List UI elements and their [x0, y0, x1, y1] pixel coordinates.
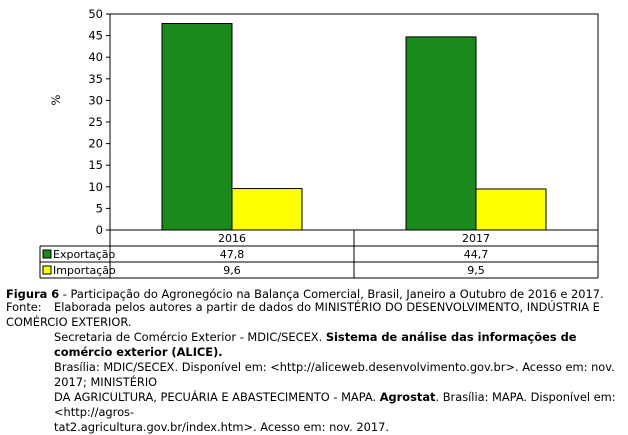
y-tick-label: 20 [88, 137, 103, 151]
bar-exportacao-2016 [161, 23, 233, 231]
y-tick-label: 15 [88, 158, 103, 172]
bar-importacao-2017 [475, 188, 547, 231]
category-label-2017: 2017 [462, 232, 490, 245]
source-line-5: tat2.agricultura.gov.br/index.htm>. Aces… [54, 420, 390, 434]
source-note: Fonte: Elaborada pelos autores a partir d… [6, 300, 618, 435]
bar-chart: 0 5 10 15 20 25 30 35 40 45 50% 2016 47,8 9,6 2017 44,7… [39, 7, 599, 279]
y-tick-label: 50 [88, 7, 103, 21]
legend-swatch-exportacao [42, 249, 52, 259]
y-axis-label: % [49, 94, 63, 105]
y-tick-label: 30 [88, 93, 103, 107]
chart: 0 5 10 15 20 25 30 35 40 45 50% 2016 47,8 9,6 2017 44,7… [39, 7, 599, 279]
y-tick-label: 5 [96, 201, 103, 215]
source-label: Fonte: [6, 300, 42, 314]
data-label-exportacao-2016: 47,8 [220, 248, 245, 261]
source-line-2b: Sistema de análise das informações de co… [54, 330, 577, 359]
bar-exportacao-2017 [405, 36, 477, 231]
figure-label: Figura 6 [6, 287, 60, 301]
source-line-4a: DA AGRICULTURA, PECUÁRIA E ABASTECIMENTO… [54, 390, 380, 404]
y-tick-label: 45 [88, 29, 103, 43]
category-label-2016: 2016 [218, 232, 246, 245]
source-line-1: Elaborada pelos autores a partir de dado… [6, 300, 600, 329]
source-line-3: Brasília: MDIC/SECEX. Disponível em: <ht… [54, 360, 615, 389]
y-tick-label: 25 [88, 115, 103, 129]
figure-caption-text: - Participação do Agronegócio na Balança… [59, 287, 604, 301]
data-label-exportacao-2017: 44,7 [464, 248, 489, 261]
source-line-2a: Secretaria de Comércio Exterior - MDIC/S… [54, 330, 326, 344]
legend-swatch-importacao [42, 265, 52, 275]
legend-label-exportacao: Exportação [53, 248, 116, 261]
y-tick-label: 10 [88, 180, 103, 194]
y-tick-label: 0 [96, 223, 103, 237]
legend-label-importacao: Importação [53, 264, 116, 277]
figure-caption: Figura 6 - Participação do Agronegócio n… [6, 287, 618, 302]
bar-importacao-2016 [231, 188, 303, 231]
data-label-importacao-2017: 9,5 [467, 264, 485, 277]
data-label-importacao-2016: 9,6 [223, 264, 241, 277]
y-tick-label: 40 [88, 50, 103, 64]
y-tick-label: 35 [88, 72, 103, 86]
source-line-4b: Agrostat [379, 390, 436, 404]
